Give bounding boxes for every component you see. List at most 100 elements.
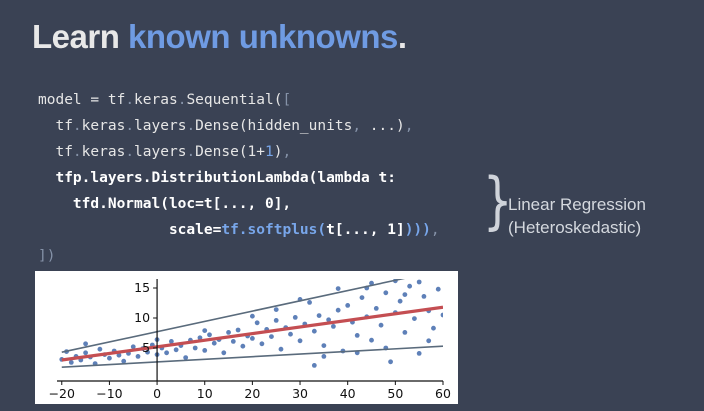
x-tick-label: 60 [435, 386, 451, 401]
data-point [440, 312, 443, 318]
data-point [183, 355, 189, 360]
data-point [416, 279, 422, 285]
data-point [402, 330, 408, 335]
data-point [378, 322, 384, 328]
data-point [207, 332, 212, 338]
data-point [254, 320, 260, 326]
data-point [431, 325, 436, 331]
data-point [121, 358, 127, 364]
y-tick-label: 10 [134, 310, 150, 325]
slide-title: Learn known unknowns. [32, 18, 407, 56]
x-tick-label: 50 [387, 386, 403, 401]
regression-plot-svg: −20 −10 0 10 20 30 40 50 60 5 10 15 [49, 279, 451, 401]
data-point [192, 345, 198, 351]
data-point [249, 313, 255, 319]
data-point [273, 307, 279, 312]
data-point [326, 317, 332, 323]
data-point [369, 337, 374, 343]
x-tick-label: −10 [96, 386, 122, 401]
plot-area [59, 279, 443, 368]
data-point [107, 355, 112, 361]
title-highlight: known unknowns [128, 18, 398, 55]
code-line-6: scale=tf.softplus(t[..., 1]))), [168, 222, 440, 238]
data-point [168, 339, 174, 344]
data-point [321, 354, 327, 359]
data-point [278, 346, 284, 352]
data-point [259, 341, 265, 347]
data-point [116, 352, 122, 358]
y-tick-label: 5 [142, 340, 150, 355]
data-point [435, 286, 441, 292]
code-line-4: tfp.layers.DistributionLambda(lambda t: [38, 170, 396, 186]
data-point [412, 316, 417, 321]
annotation-line-1: Linear Regression [508, 195, 646, 214]
y-tick-label: 15 [134, 280, 150, 295]
annotation-line-2: (Heteroskedastic) [508, 218, 642, 237]
data-point [83, 350, 88, 356]
data-point [269, 334, 274, 339]
data-point [321, 343, 327, 348]
data-point [226, 330, 231, 335]
title-period: . [397, 18, 407, 55]
x-tick-label: 10 [197, 386, 213, 401]
code-block: model = tf.keras.Sequential([ tf.keras.l… [38, 87, 440, 269]
mean-regression-line [61, 305, 443, 362]
data-point [202, 328, 208, 333]
x-tick-label: 20 [244, 386, 260, 401]
data-point [359, 295, 365, 300]
data-point [335, 307, 341, 313]
data-point [197, 335, 203, 341]
data-point [292, 315, 298, 320]
data-point [164, 350, 170, 356]
code-line-3: tf.keras.layers.Dense(1+1), [38, 144, 292, 160]
data-point [130, 344, 136, 350]
data-point [145, 349, 150, 355]
data-point [297, 338, 303, 344]
data-point [230, 339, 236, 344]
data-point [202, 348, 208, 353]
data-point [68, 360, 74, 365]
data-point [173, 347, 179, 353]
data-point [316, 313, 322, 318]
data-point [249, 336, 255, 341]
code-line-5: tfd.Normal(loc=t[..., 0], [38, 196, 292, 212]
data-point [335, 286, 341, 291]
curly-brace-icon: } [482, 164, 513, 237]
data-point [330, 324, 336, 329]
x-tick-label: 0 [153, 386, 161, 401]
data-point [354, 333, 360, 338]
code-line-2: tf.keras.layers.Dense(hidden_units, ...)… [38, 118, 414, 134]
data-point [388, 359, 393, 365]
x-tick-label: −20 [49, 386, 75, 401]
data-point [397, 298, 403, 304]
code-line-7: ]) [38, 248, 56, 264]
data-point [383, 290, 389, 296]
data-point [373, 306, 379, 311]
data-point [416, 351, 422, 356]
x-tick-label: 30 [292, 386, 308, 401]
data-point [421, 294, 427, 299]
lower-band-line [61, 345, 443, 368]
data-point [211, 340, 217, 346]
regression-plot: −20 −10 0 10 20 30 40 50 60 5 10 15 [35, 271, 458, 404]
title-prefix: Learn [32, 18, 129, 55]
data-point [273, 318, 279, 323]
data-point [240, 343, 246, 349]
data-point [235, 327, 241, 333]
data-point [135, 354, 141, 359]
annotation: Linear Regression (Heteroskedastic) [508, 193, 646, 239]
data-point [97, 346, 103, 352]
code-line-1: model = tf.keras.Sequential([ [38, 92, 292, 108]
x-tick-label: 40 [340, 386, 356, 401]
data-point [426, 338, 432, 344]
data-point [407, 283, 413, 289]
data-point [311, 363, 317, 368]
data-point [221, 350, 227, 356]
data-point [288, 331, 293, 337]
upper-band-line [61, 279, 406, 353]
data-point [402, 292, 408, 297]
data-point [311, 328, 317, 334]
data-point [83, 341, 88, 347]
data-point [345, 303, 351, 308]
data-point [307, 300, 312, 305]
